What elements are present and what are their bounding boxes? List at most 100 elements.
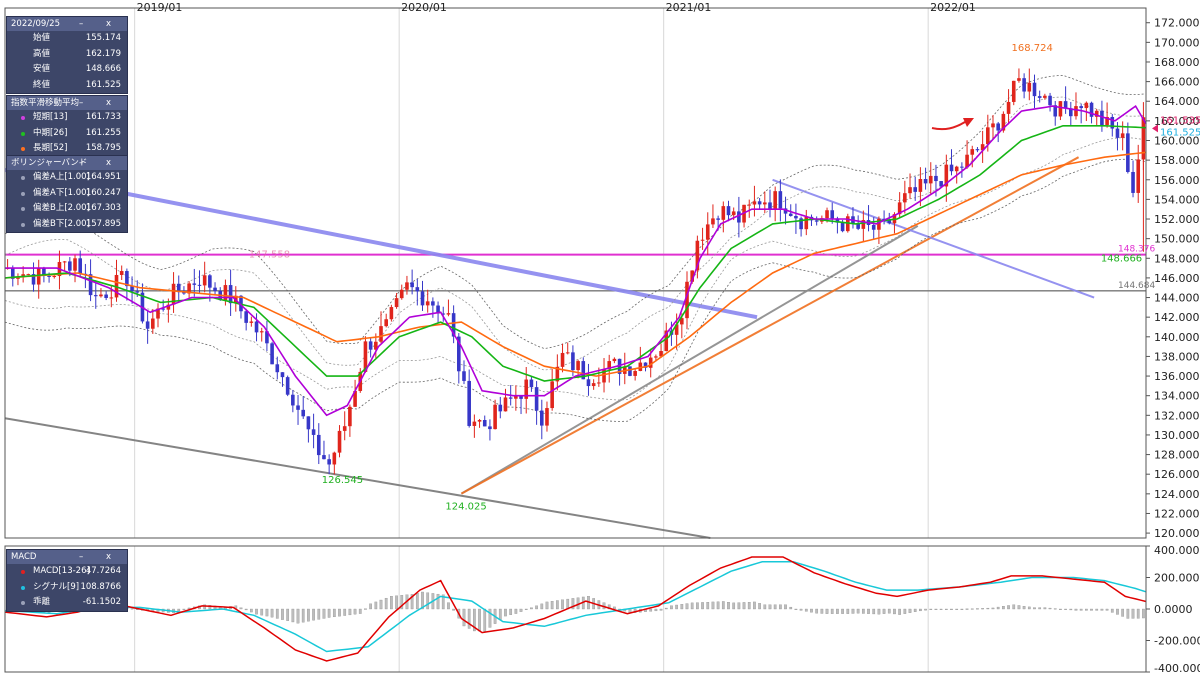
macd-histogram-bar (322, 608, 326, 619)
y-tick-label: 122.000 (1154, 507, 1200, 520)
candle-up (166, 304, 171, 310)
macd-histogram-bar (447, 602, 450, 610)
price-row: 安値 148.666 (7, 62, 127, 78)
macd-histogram-bar (939, 608, 943, 610)
candle-down (451, 313, 456, 337)
panel-header[interactable]: ボリンジャーバンド – x (7, 156, 127, 170)
candle-down (431, 301, 435, 306)
macd-histogram-bar (509, 608, 513, 615)
macd-histogram-bar (789, 606, 793, 610)
macd-histogram-bar (1059, 608, 1062, 610)
candle-down (783, 208, 788, 214)
candles (5, 68, 1146, 475)
y-tick-label: 156.000 (1154, 174, 1200, 187)
candle-up (348, 406, 352, 427)
candle-down (291, 394, 295, 406)
panel-header[interactable]: 2022/09/25 – x (7, 17, 127, 31)
macd-histogram-bar (555, 600, 559, 610)
ema-row: 長期[52] 158.795 (7, 141, 127, 157)
candle-down (508, 397, 513, 399)
candle-down (488, 426, 492, 430)
trend-line-gray-up (460, 225, 919, 495)
candle-up (389, 307, 394, 320)
macd-histogram-bar (913, 608, 917, 612)
macd-histogram-bar (908, 608, 912, 613)
candle-up (394, 298, 399, 308)
ema-info-panel[interactable]: 指数平滑移動平均 – x 短期[13] 161.733 中期[26] 161.255… (6, 95, 128, 158)
candle-up (1027, 82, 1032, 92)
macd-histogram-bar (877, 608, 881, 615)
y-tick-label: 142.000 (1154, 311, 1200, 324)
candle-up (1006, 101, 1011, 114)
macd-histogram-bar (934, 608, 938, 610)
macd-histogram-bar (753, 601, 756, 610)
candle-up (1017, 78, 1021, 81)
macd-plot-frame (4, 545, 1147, 673)
candle-down (788, 213, 793, 216)
panel-header[interactable]: MACD – x (7, 550, 127, 564)
y-tick-label: 164.000 (1154, 95, 1200, 108)
hline-label: 144.684 (1118, 281, 1155, 291)
macd-histogram-bar (965, 608, 969, 610)
macd-histogram-bar (1048, 607, 1052, 610)
panel-controls[interactable]: – x (79, 98, 121, 108)
candle-down (213, 287, 217, 291)
macd-histogram-bar (887, 608, 891, 614)
candle-up (405, 282, 409, 290)
candle-up (903, 193, 907, 203)
macd-histogram-bar (929, 608, 933, 610)
candle-up (654, 356, 658, 358)
macd-info-panel[interactable]: MACD – x MACD[13-26] 47.7264 シグナル[9] 108.8… (6, 549, 128, 612)
bollinger-info-panel[interactable]: ボリンジャーバンド – x 偏差A上[1.00] 164.951 偏差A下[1.0… (6, 155, 128, 233)
macd-histogram-bar (384, 597, 388, 610)
y-tick-label: 128.000 (1154, 449, 1200, 462)
macd-histogram-bar (955, 608, 959, 610)
candle-down (617, 358, 622, 374)
candle-down (716, 218, 720, 220)
macd-histogram-bar (441, 594, 445, 610)
price-info-panel[interactable]: 2022/09/25 – x 始値 155.174 高値 162.179 安値 148… (6, 16, 128, 94)
bb-row: 偏差B下[2.00] 157.895 (7, 217, 127, 233)
bb-label: 偏差B下[2.00] (33, 218, 90, 229)
price-tag-2: 161.525 (1160, 128, 1200, 139)
candle-up (1074, 106, 1078, 117)
macd-histogram-bar (1007, 605, 1010, 610)
x-tick-label: 2020/01 (401, 1, 447, 14)
candle-up (928, 175, 933, 184)
macd-histogram-bar (540, 603, 544, 610)
axes: 2019/01 2020/01 2021/01 2022/01 120.000 122.0… (4, 1, 1200, 675)
y-tick-label: 166.000 (1154, 76, 1200, 89)
price-row: 始値 155.174 (7, 31, 127, 47)
bb-value: 157.895 (85, 218, 121, 229)
bb-row: 偏差B上[2.00] 167.303 (7, 201, 127, 217)
macd-histogram-bar (701, 602, 704, 610)
candle-up (472, 421, 477, 426)
candle-down (534, 387, 539, 411)
candle-down (192, 283, 197, 285)
macd-histogram-bar (483, 608, 487, 632)
candle-up (399, 289, 404, 299)
candle-up (555, 366, 560, 382)
candle-down (322, 455, 326, 460)
candle-down (1022, 78, 1026, 92)
candle-down (830, 210, 835, 219)
candle-down (254, 321, 259, 333)
panel-header[interactable]: 指数平滑移動平均 – x (7, 96, 127, 110)
candle-down (270, 343, 274, 365)
macd-histogram-bar (1079, 608, 1083, 611)
panel-controls[interactable]: – x (79, 552, 121, 562)
candle-up (597, 382, 601, 384)
panel-controls[interactable]: – x (79, 19, 121, 29)
candle-down (1068, 108, 1073, 117)
legend-dot (21, 585, 25, 590)
candle-down (306, 416, 311, 430)
macd-histogram-bar (950, 608, 953, 610)
y-tick-label: 168.000 (1154, 56, 1200, 69)
macd-histogram-bar (680, 604, 684, 610)
panel-controls[interactable]: – x (79, 158, 121, 168)
low-label-2022: 148.666 (1101, 254, 1142, 265)
candle-up (954, 166, 959, 172)
macd-histogram-bar (358, 608, 362, 614)
legend-dot (21, 601, 25, 605)
candle-up (384, 319, 388, 327)
